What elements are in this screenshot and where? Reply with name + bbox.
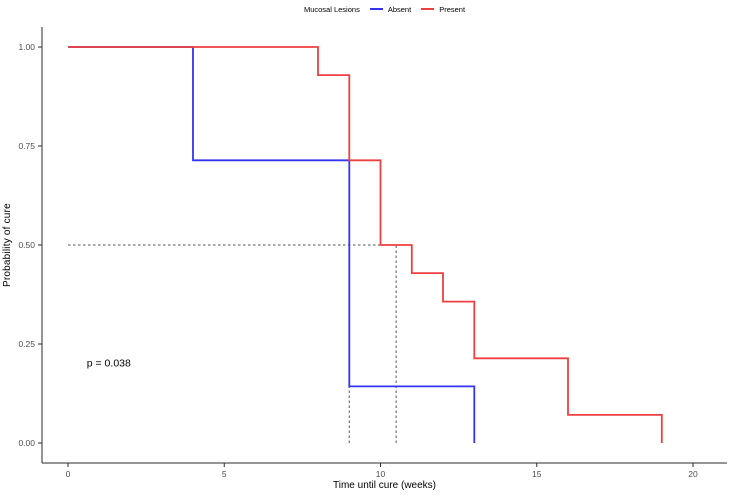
legend-item-present: Present — [421, 5, 465, 14]
legend-label-absent: Absent — [387, 4, 412, 14]
y-tick-label: 1.00 — [18, 42, 35, 52]
legend-item-absent: Absent — [369, 4, 412, 14]
y-axis-title: Probability of cure — [2, 203, 13, 287]
present-line-swatch — [421, 8, 435, 10]
y-tick-label: 0.50 — [18, 240, 35, 250]
y-tick-label: 0.25 — [18, 339, 35, 349]
y-tick-label: 0.00 — [18, 438, 35, 448]
x-tick-label: 15 — [532, 469, 542, 479]
absent-line-swatch — [369, 8, 383, 10]
x-tick-label: 5 — [222, 469, 227, 479]
x-axis-title: Time until cure (weeks) — [333, 480, 436, 491]
survival-curve-present — [68, 46, 663, 443]
legend-title: Mucosal Lesions — [303, 4, 360, 14]
x-tick-label: 10 — [376, 469, 386, 479]
x-tick-label: 20 — [688, 469, 698, 479]
legend-label-present: Present — [439, 4, 466, 14]
p-value-text: p = 0.038 — [87, 358, 131, 370]
legend: Mucosal Lesions Absent Present — [42, 2, 727, 16]
y-tick-label: 0.75 — [18, 141, 35, 151]
x-tick-label: 0 — [66, 469, 71, 479]
